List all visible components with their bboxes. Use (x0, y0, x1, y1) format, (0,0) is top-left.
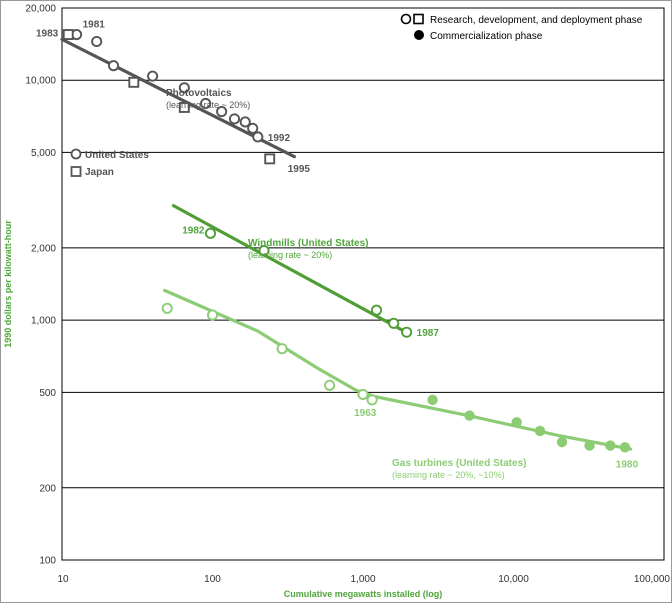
point-gas-turbines-commercial (619, 442, 631, 453)
point-gas-turbines-rd (206, 309, 219, 321)
x-tick-label: 1,000 (350, 574, 375, 585)
point-photovoltaics-us (147, 70, 159, 82)
point-photovoltaics-japan (178, 101, 190, 113)
annotation-photovoltaics-1981: 1981 (83, 20, 106, 31)
point-gas-turbines-commercial (464, 410, 475, 421)
data-points (62, 29, 631, 453)
legend-open-circle-icon (400, 13, 412, 25)
legend-filled-circle-icon (414, 30, 424, 40)
y-tick-label: 500 (39, 388, 56, 399)
point-gas-turbines-rd (276, 343, 288, 355)
point-gas-turbines-commercial (605, 440, 616, 451)
point-photovoltaics-us (228, 113, 241, 125)
y-tick-label: 10,000 (25, 76, 56, 87)
point-photovoltaics-us (107, 60, 120, 72)
annotation-photovoltaics-1995: 1995 (288, 164, 311, 175)
point-windmills (401, 326, 413, 338)
point-windmills (258, 244, 270, 257)
y-axis-label: 1990 dollars per kilowatt-hour (3, 220, 13, 348)
annotation-gas-1980: 1980 (616, 459, 639, 470)
point-gas-turbines-rd (366, 394, 378, 406)
point-gas-turbines-rd (324, 379, 336, 391)
series-sublabel-gas-turbines: (learning rate ~ 20%, ~10%) (392, 470, 505, 480)
series-label-photovoltaics: Photovoltaics (166, 88, 232, 99)
plot-area (61, 7, 665, 561)
series-sublabel-photovoltaics: (learning rate ~ 20%) (166, 100, 250, 110)
point-photovoltaics-us (252, 131, 264, 143)
point-photovoltaics-japan (264, 153, 276, 165)
series-sublabel-windmills: (learning rate ~ 20%) (248, 250, 332, 260)
point-photovoltaics-us (91, 35, 103, 48)
point-photovoltaics-us (200, 97, 212, 110)
point-photovoltaics-us (216, 106, 228, 118)
y-tick-label: 5,000 (31, 148, 56, 159)
trend-line-windmills (171, 204, 410, 336)
annotation-windmills-1987: 1987 (417, 328, 440, 339)
x-axis-label: Cumulative megawatts installed (log) (284, 589, 443, 599)
y-tick-label: 100 (39, 556, 56, 567)
y-tick-label: 20,000 (25, 4, 56, 15)
point-gas-turbines-commercial (427, 394, 438, 406)
point-gas-turbines-rd (357, 388, 369, 400)
legend-entry-rdd: Research, development, and deployment ph… (430, 15, 643, 26)
y-tick-label: 2,000 (31, 243, 56, 254)
point-photovoltaics-japan (62, 29, 74, 41)
inline-legend: United States Japan (70, 148, 149, 178)
y-tick-label: 200 (39, 483, 56, 494)
point-gas-turbines-commercial (556, 436, 568, 448)
point-photovoltaics-us (178, 82, 190, 94)
x-tick-label: 100,000 (634, 574, 671, 585)
point-annotations: 1981 1983 1992 1995 1982 1987 1963 1980 (36, 20, 639, 471)
legend: Research, development, and deployment ph… (400, 13, 643, 42)
annotation-photovoltaics-1983: 1983 (36, 29, 59, 40)
point-photovoltaics-us (239, 116, 251, 128)
y-tick-labels: 100 200 500 1,000 2,000 5,000 10,000 20,000 (25, 4, 56, 567)
series-label-gas-turbines: Gas turbines (United States) (392, 458, 526, 469)
annotation-photovoltaics-1992: 1992 (268, 133, 291, 144)
point-photovoltaics-us (247, 122, 259, 134)
x-tick-labels: 10 100 1,000 10,000 100,000 (57, 574, 670, 585)
point-gas-turbines-commercial (534, 425, 546, 437)
point-windmills (388, 317, 400, 329)
legend-entry-commercialization: Commercialization phase (430, 31, 543, 42)
annotation-windmills-1982: 1982 (182, 225, 205, 236)
x-tick-label: 100 (204, 574, 221, 585)
point-gas-turbines-commercial (511, 417, 522, 428)
x-tick-label: 10 (57, 574, 69, 585)
japan-marker-icon (70, 166, 82, 177)
legend-united-states: United States (85, 150, 149, 161)
point-gas-turbines-commercial (584, 440, 595, 451)
x-tick-label: 10,000 (498, 574, 529, 585)
y-tick-label: 1,000 (31, 316, 56, 327)
series-label-windmills: Windmills (United States) (248, 238, 368, 249)
point-windmills (204, 227, 217, 239)
legend-open-square-icon (413, 13, 424, 25)
united-states-marker-icon (70, 148, 82, 160)
legend-japan: Japan (85, 167, 114, 178)
point-gas-turbines-rd (161, 302, 173, 314)
annotation-gas-1963: 1963 (354, 408, 377, 419)
point-photovoltaics-japan (128, 76, 140, 88)
point-windmills (370, 304, 383, 316)
